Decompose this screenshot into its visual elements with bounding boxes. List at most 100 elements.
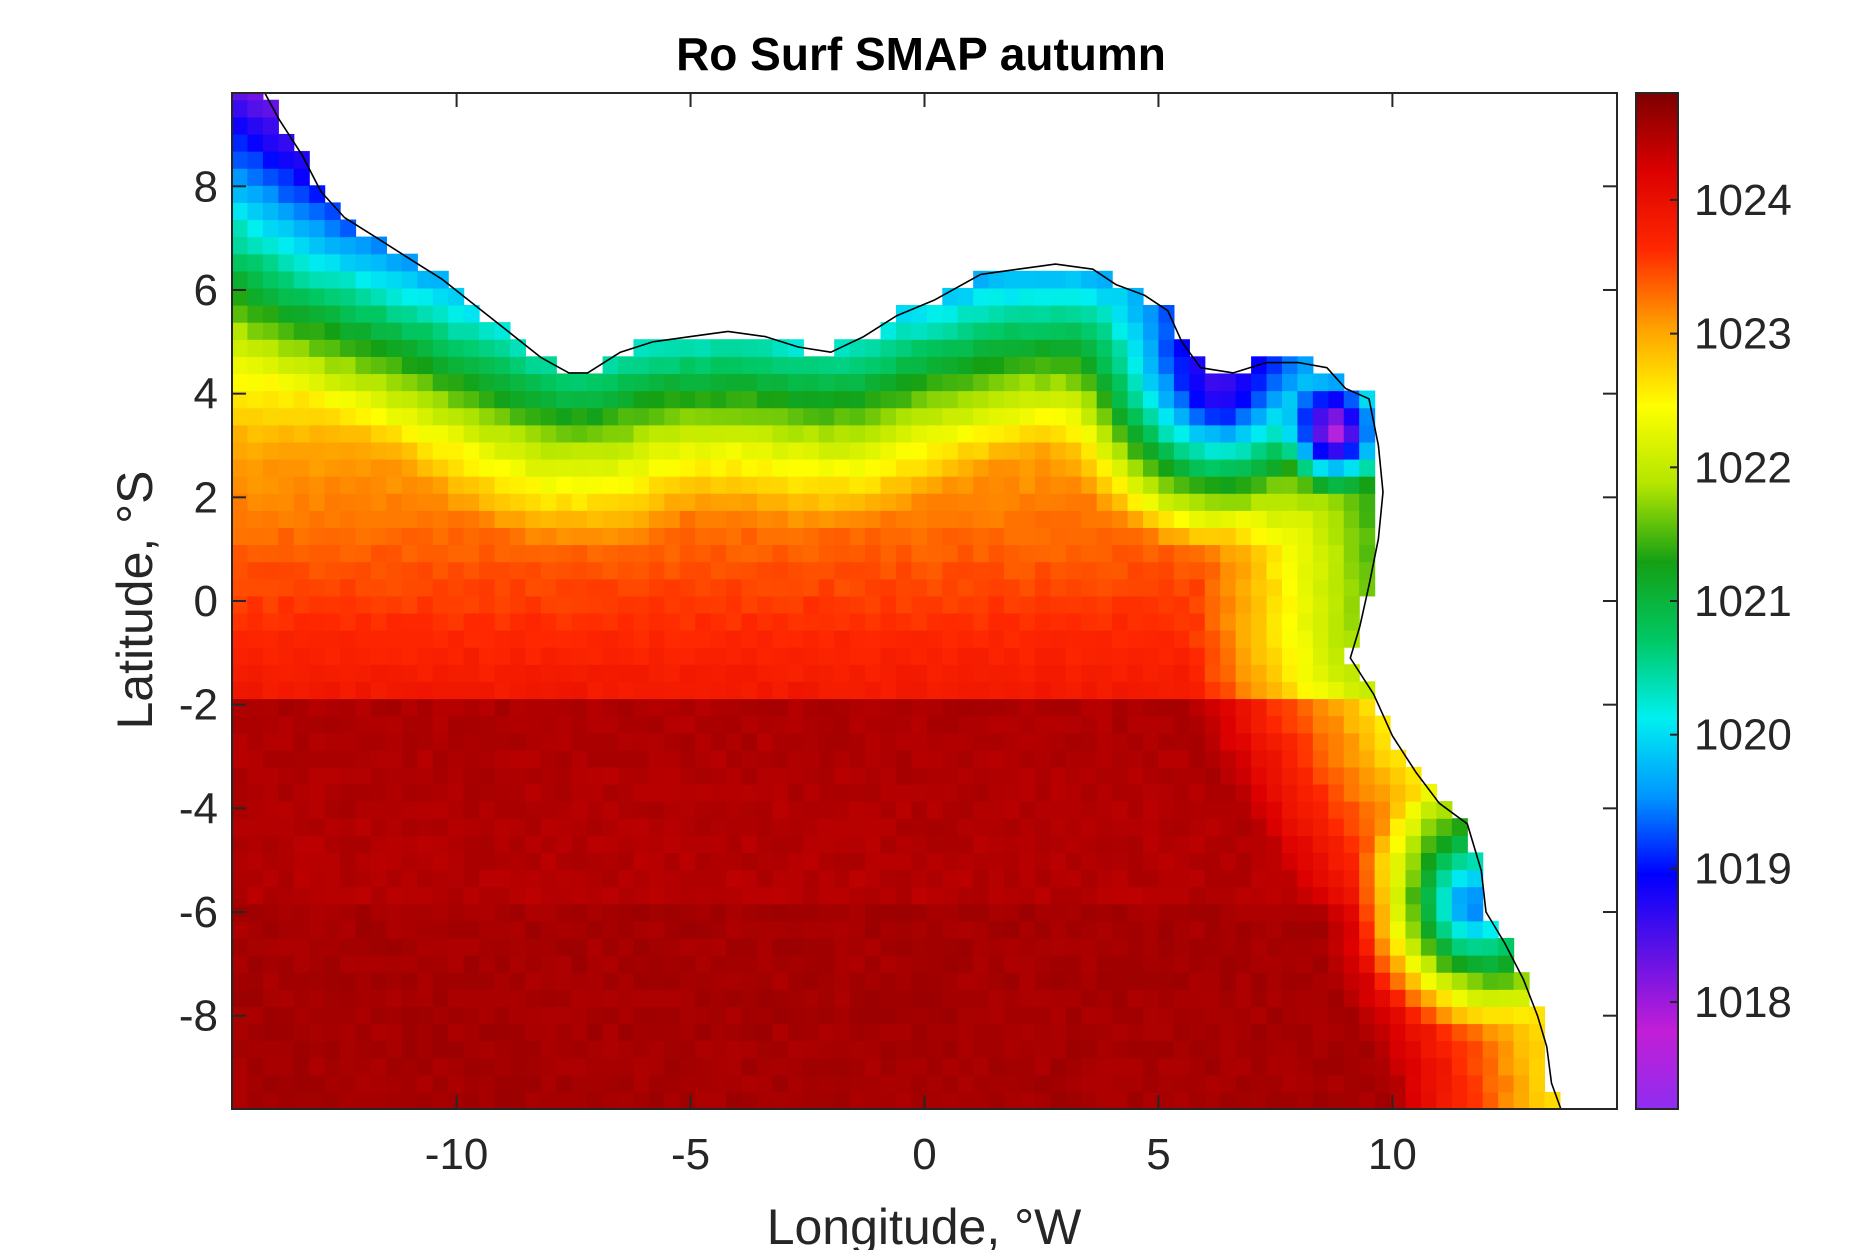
heatmap-cell <box>587 527 604 546</box>
heatmap-cell <box>772 698 789 717</box>
heatmap-cell <box>1158 407 1175 426</box>
heatmap-cell <box>1251 510 1268 528</box>
heatmap-cell <box>648 664 665 682</box>
heatmap-cell <box>787 732 804 751</box>
heatmap-cell <box>973 373 990 392</box>
heatmap-cell <box>911 527 928 546</box>
heatmap-cell <box>293 253 310 272</box>
heatmap-cell <box>1328 407 1345 426</box>
heatmap-cell <box>1297 732 1314 751</box>
heatmap-cell <box>1004 972 1021 990</box>
heatmap-cell <box>494 630 511 648</box>
heatmap-cell <box>1328 732 1345 751</box>
y-tick-label: 8 <box>194 162 218 211</box>
heatmap-cell <box>865 339 882 357</box>
heatmap-cell <box>1050 578 1067 597</box>
heatmap-cell <box>1343 749 1360 768</box>
heatmap-cell <box>679 339 696 357</box>
heatmap-cell <box>262 869 279 888</box>
heatmap-cell <box>262 1040 279 1059</box>
heatmap-cell <box>1081 458 1098 477</box>
heatmap-cell <box>895 1006 912 1025</box>
heatmap-cell <box>695 510 712 528</box>
heatmap-cell <box>756 869 774 888</box>
heatmap-cell <box>926 989 943 1007</box>
heatmap-cell <box>1204 698 1221 717</box>
heatmap-cell <box>618 835 635 854</box>
heatmap-cell <box>695 630 712 648</box>
heatmap-cell <box>679 955 696 973</box>
heatmap-cell <box>1173 476 1190 494</box>
heatmap-cell <box>1173 595 1190 614</box>
heatmap-cell <box>1343 766 1360 785</box>
heatmap-cell <box>232 390 249 409</box>
heatmap-cell <box>525 955 542 973</box>
heatmap-cell <box>1266 458 1283 477</box>
heatmap-cell <box>1451 818 1468 836</box>
heatmap-cell <box>262 989 279 1007</box>
heatmap-cell <box>340 578 357 597</box>
heatmap-cell <box>865 886 882 905</box>
heatmap-cell <box>633 527 650 546</box>
heatmap-cell <box>1034 527 1051 546</box>
heatmap-cell <box>1158 339 1175 357</box>
heatmap-cell <box>340 527 357 546</box>
heatmap-cell <box>1158 972 1175 990</box>
heatmap-cell <box>386 852 403 871</box>
heatmap-cell <box>818 1023 835 1042</box>
heatmap-cell <box>1096 373 1113 392</box>
heatmap-cell <box>988 630 1005 648</box>
heatmap-cell <box>1112 390 1129 409</box>
heatmap-cell <box>1251 1023 1268 1042</box>
heatmap-cell <box>1158 441 1175 460</box>
heatmap-cell <box>309 818 326 836</box>
heatmap-cell <box>926 322 943 340</box>
heatmap-cell <box>370 356 388 375</box>
heatmap-cell <box>679 544 696 563</box>
heatmap-cell <box>370 972 388 990</box>
heatmap-cell <box>247 955 264 973</box>
heatmap-cell <box>232 630 249 648</box>
heatmap-cell <box>1359 1074 1376 1093</box>
heatmap-cell <box>1266 664 1283 682</box>
heatmap-cell <box>525 458 542 477</box>
heatmap-cell <box>1281 544 1299 563</box>
heatmap-cell <box>1158 561 1175 580</box>
heatmap-cell <box>664 578 681 597</box>
heatmap-cell <box>710 664 727 682</box>
heatmap-cell <box>278 595 295 614</box>
heatmap-cell <box>479 561 496 580</box>
heatmap-cell <box>633 424 650 443</box>
heatmap-cell <box>865 715 882 734</box>
heatmap-cell <box>432 424 449 443</box>
heatmap-cell <box>448 407 465 426</box>
heatmap-cell <box>865 818 882 836</box>
heatmap-cell <box>540 732 557 751</box>
heatmap-cell <box>1390 955 1407 973</box>
heatmap-cell <box>1235 920 1252 939</box>
heatmap-cell <box>448 852 465 871</box>
heatmap-cell <box>540 493 557 511</box>
heatmap-cell <box>1158 903 1175 922</box>
heatmap-cell <box>355 766 372 785</box>
heatmap-cell <box>432 989 449 1007</box>
heatmap-cell <box>973 527 990 546</box>
heatmap-cell <box>1235 493 1252 511</box>
heatmap-cell <box>1281 886 1299 905</box>
heatmap-cell <box>648 1006 665 1025</box>
heatmap-cell <box>355 561 372 580</box>
heatmap-cell <box>1297 766 1314 785</box>
heatmap-cell <box>880 1057 897 1076</box>
heatmap-cell <box>803 955 820 973</box>
heatmap-cell <box>232 1074 249 1093</box>
heatmap-cell <box>602 1091 619 1109</box>
heatmap-cell <box>1328 441 1345 460</box>
heatmap-cell <box>370 1006 388 1025</box>
heatmap-cell <box>1390 783 1407 802</box>
heatmap-cell <box>1220 424 1237 443</box>
heatmap-cell <box>432 612 449 631</box>
heatmap-cell <box>278 766 295 785</box>
heatmap-cell <box>1266 424 1283 443</box>
heatmap-cell <box>556 493 573 511</box>
heatmap-cell <box>787 390 804 409</box>
